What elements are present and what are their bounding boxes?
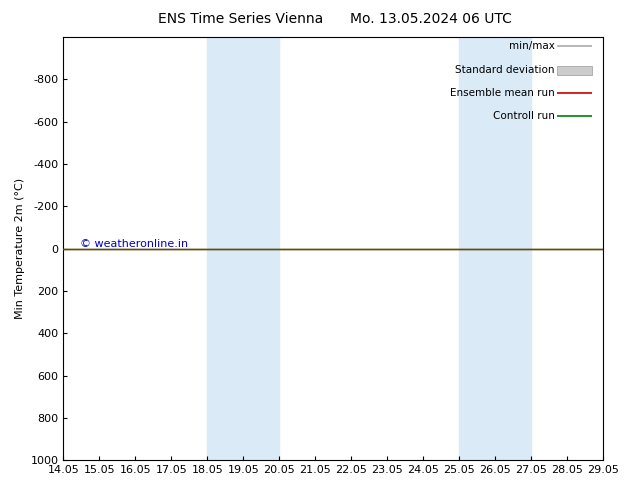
Bar xyxy=(459,37,531,460)
Text: ENS Time Series Vienna: ENS Time Series Vienna xyxy=(158,12,323,26)
Y-axis label: Min Temperature 2m (°C): Min Temperature 2m (°C) xyxy=(15,178,25,319)
Text: Controll run: Controll run xyxy=(493,111,555,121)
Text: Standard deviation: Standard deviation xyxy=(455,65,555,74)
Text: min/max: min/max xyxy=(508,41,555,51)
FancyBboxPatch shape xyxy=(557,66,592,75)
Text: Mo. 13.05.2024 06 UTC: Mo. 13.05.2024 06 UTC xyxy=(350,12,512,26)
Text: © weatheronline.in: © weatheronline.in xyxy=(80,239,188,248)
Bar xyxy=(207,37,279,460)
Text: Ensemble mean run: Ensemble mean run xyxy=(450,88,555,98)
